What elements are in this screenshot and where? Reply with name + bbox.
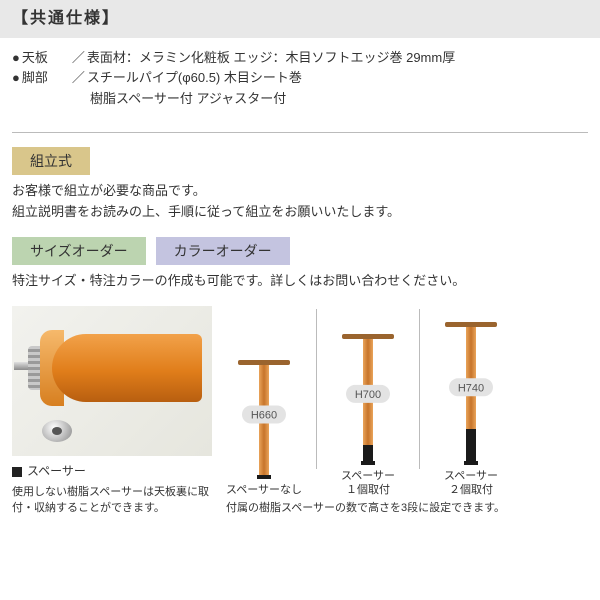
badge-color-order: カラーオーダー	[156, 237, 290, 265]
square-icon	[12, 467, 22, 477]
divider-vertical	[316, 309, 317, 469]
leg-height-label: H700	[355, 389, 381, 401]
leg-item: H700 スペーサー １個取付	[331, 305, 405, 498]
section-header: 【共通仕様】	[0, 0, 600, 38]
spec-subtext: 樹脂スペーサー付 アジャスター付	[90, 89, 286, 110]
badge-assembly: 組立式	[12, 147, 90, 175]
desc-line: 組立説明書をお読みの上、手順に従って組立をお願いいたします。	[12, 202, 588, 223]
spec-label: 天板	[22, 48, 70, 69]
leg-caption: スペーサー １個取付	[341, 469, 395, 498]
divider-vertical	[419, 309, 420, 469]
spacer-photo	[12, 306, 212, 456]
bullet-icon: ●	[12, 48, 20, 69]
caption-text: スペーサー	[27, 462, 86, 481]
separator-icon: ／	[72, 48, 85, 69]
gallery: スペーサー 使用しない樹脂スペーサーは天板裏に取付・収納することができます。 H…	[12, 306, 588, 517]
leg-item: H740 スペーサー ２個取付	[434, 305, 508, 498]
leg-svg: H660	[227, 319, 301, 479]
badge-label: 組立式	[30, 153, 72, 169]
legs-diagram: H660 スペーサーなし H700 スペーサー １個取付 H740 スペーサー ２個取付	[226, 317, 508, 497]
content-area: 組立式 お客様で組立が必要な商品です。 組立説明書をお読みの上、手順に従って組立…	[0, 132, 600, 517]
section-title: 【共通仕様】	[12, 10, 120, 27]
order-desc: 特注サイズ・特注カラーの作成も可能です。詳しくはお問い合わせください。	[12, 271, 588, 292]
leg-caption: スペーサーなし	[226, 483, 302, 497]
assembly-desc: お客様で組立が必要な商品です。 組立説明書をお読みの上、手順に従って組立をお願い…	[12, 181, 588, 223]
bullet-icon: ●	[12, 68, 20, 89]
spec-label: 脚部	[22, 68, 70, 89]
separator-icon: ／	[72, 68, 85, 89]
spec-row: ● 天板 ／ 表面材：メラミン化粧板 エッジ：木目ソフトエッジ巻 29mm厚	[12, 48, 588, 69]
spec-subrow: 樹脂スペーサー付 アジャスター付	[12, 89, 588, 110]
leg-svg: H700	[331, 305, 405, 465]
legs-column: H660スペーサーなしH700スペーサー １個取付H740スペーサー ２個取付 …	[226, 317, 508, 517]
spacer-note: 使用しない樹脂スペーサーは天板裏に取付・収納することができます。	[12, 485, 212, 517]
badge-row: サイズオーダー カラーオーダー	[12, 237, 588, 265]
desc-line: お客様で組立が必要な商品です。	[12, 181, 588, 202]
leg-height-label: H740	[458, 382, 484, 394]
leg-caption: スペーサー ２個取付	[444, 469, 498, 498]
spec-text: 表面材：メラミン化粧板 エッジ：木目ソフトエッジ巻 29mm厚	[87, 48, 455, 69]
badge-label: カラーオーダー	[174, 243, 272, 259]
spec-text: スチールパイプ(φ60.5) 木目シート巻	[87, 68, 302, 89]
badge-label: サイズオーダー	[30, 243, 128, 259]
leg-svg: H740	[434, 305, 508, 465]
photo-caption: スペーサー	[12, 462, 212, 481]
leg-item: H660 スペーサーなし	[226, 319, 302, 497]
spec-row: ● 脚部 ／ スチールパイプ(φ60.5) 木目シート巻	[12, 68, 588, 89]
spacer-column: スペーサー 使用しない樹脂スペーサーは天板裏に取付・収納することができます。	[12, 306, 212, 517]
badge-row: 組立式	[12, 147, 588, 175]
leg-height-label: H660	[251, 409, 277, 421]
legs-note: 付属の樹脂スペーサーの数で高さを3段に設定できます。	[226, 501, 508, 517]
spec-block: ● 天板 ／ 表面材：メラミン化粧板 エッジ：木目ソフトエッジ巻 29mm厚 ●…	[0, 38, 600, 128]
divider	[12, 132, 588, 133]
badge-size-order: サイズオーダー	[12, 237, 146, 265]
